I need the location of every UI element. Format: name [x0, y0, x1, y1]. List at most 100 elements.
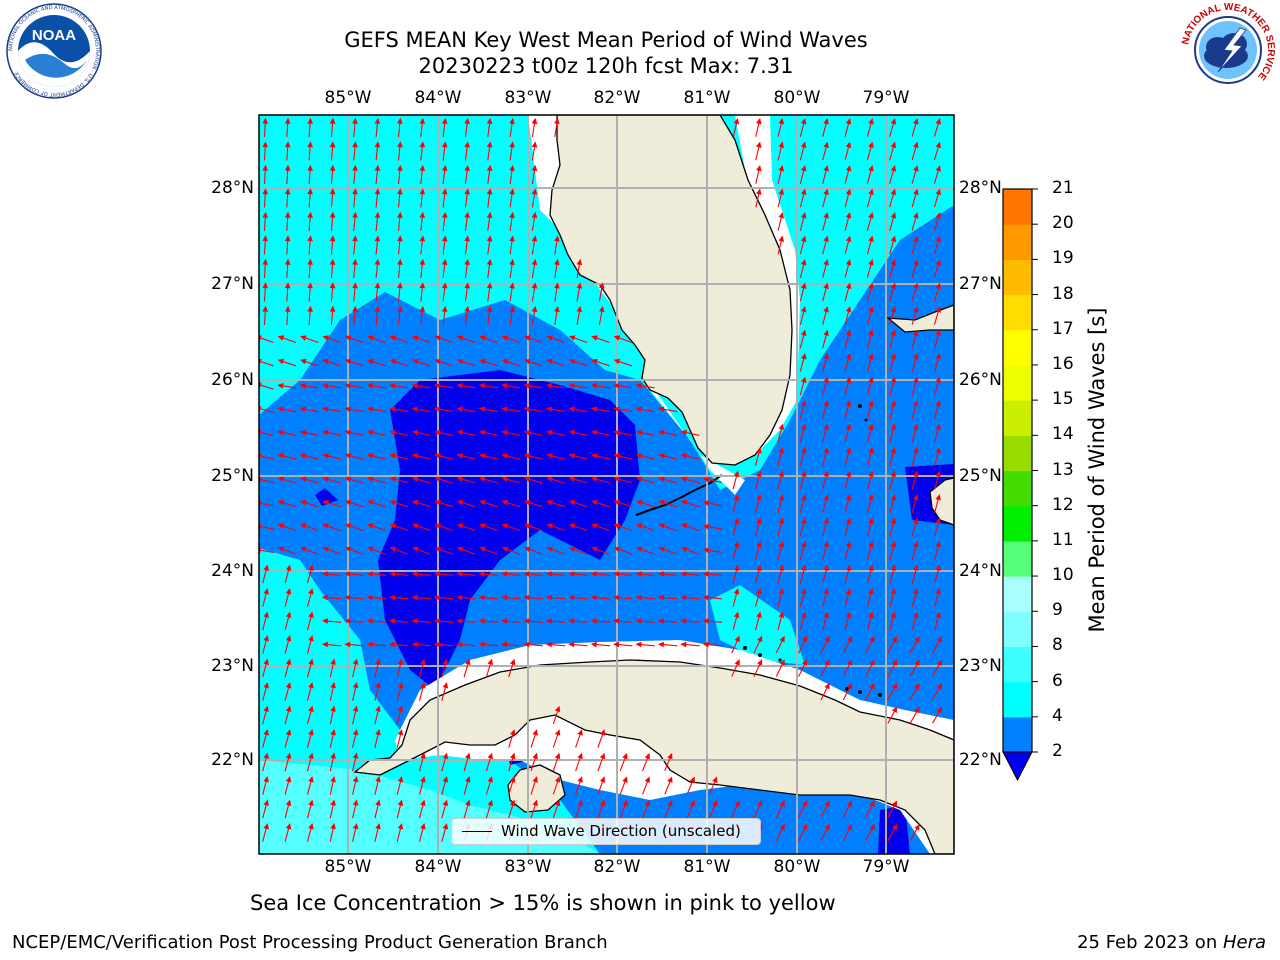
map-frame	[258, 114, 955, 855]
wave-direction-arrowhead	[284, 235, 291, 242]
wave-direction-arrowhead	[800, 141, 807, 148]
wave-direction-arrowhead	[344, 406, 351, 413]
wave-direction-arrowhead	[420, 823, 426, 830]
wave-direction-arrowhead	[322, 335, 330, 341]
wave-direction-arrowhead	[366, 641, 373, 648]
wave-direction-arrowhead	[935, 235, 941, 243]
wave-direction-arrowhead	[433, 594, 441, 601]
colorbar-tick-label: 20	[1052, 213, 1074, 234]
wave-direction-arrowhead	[568, 383, 575, 389]
wave-direction-arrowhead	[757, 800, 763, 807]
lon-label-top: 80°W	[773, 88, 821, 108]
wave-direction-arrowhead	[374, 211, 381, 218]
wave-direction-arrowhead	[441, 305, 448, 312]
wave-direction-arrowhead	[411, 594, 418, 601]
wave-direction-arrowhead	[285, 564, 292, 571]
wave-direction-arrowhead	[845, 353, 852, 360]
wave-direction-arrowhead	[658, 476, 665, 482]
wave-direction-arrowhead	[936, 683, 943, 690]
footer-credit: NCEP/EMC/Verification Post Processing Pr…	[12, 932, 608, 953]
wave-direction-arrowhead	[523, 476, 531, 482]
wave-direction-arrowhead	[442, 799, 449, 806]
wave-direction-arrowhead	[284, 282, 291, 289]
wave-direction-arrowhead	[801, 470, 807, 477]
wave-direction-arrowhead	[509, 211, 515, 219]
wave-direction-arrowhead	[756, 447, 762, 454]
wave-direction-arrowhead	[509, 282, 515, 289]
wave-direction-arrowhead	[869, 659, 875, 667]
wave-direction-arrowhead	[307, 305, 313, 312]
colorbar-segment	[1003, 259, 1032, 296]
wave-direction-arrowhead	[935, 611, 941, 618]
wave-direction-arrowhead	[733, 541, 740, 548]
colorbar-segment	[1003, 294, 1032, 331]
wave-direction-arrowhead	[913, 588, 919, 595]
wave-direction-arrowhead	[434, 358, 441, 365]
wave-direction-arrowhead	[635, 618, 642, 624]
wave-direction-arrowhead	[756, 611, 762, 618]
wave-direction-arrowhead	[367, 476, 374, 482]
wave-direction-arrowhead	[322, 546, 330, 553]
wave-direction-arrowhead	[486, 117, 493, 125]
wave-direction-arrowhead	[868, 588, 874, 595]
wave-direction-arrowhead	[397, 658, 404, 665]
wave-direction-arrowhead	[823, 235, 829, 242]
wave-direction-arrowhead	[681, 546, 688, 553]
sea-ice-note: Sea Ice Concentration > 15% is shown in …	[250, 891, 836, 915]
wave-direction-arrowhead	[465, 799, 471, 807]
wave-direction-arrowhead	[913, 376, 919, 383]
wave-direction-arrowhead	[411, 406, 418, 413]
wave-direction-arrowhead	[913, 353, 919, 360]
lon-label-top: 79°W	[862, 88, 910, 108]
wave-direction-arrowhead	[420, 776, 426, 783]
wave-direction-arrowhead	[419, 117, 426, 124]
wave-direction-arrowhead	[344, 641, 351, 648]
colorbar-tick-label: 2	[1052, 741, 1063, 761]
wave-direction-arrowhead	[352, 681, 359, 689]
wave-direction-arrowhead	[591, 358, 598, 365]
wave-direction-arrowhead	[321, 571, 329, 577]
wave-direction-arrowhead	[869, 636, 875, 643]
wave-direction-arrowhead	[613, 618, 620, 624]
wave-direction-arrowhead	[523, 406, 530, 413]
wave-direction-arrowhead	[733, 564, 740, 571]
wave-direction-arrowhead	[868, 235, 874, 242]
wave-direction-arrowhead	[913, 282, 919, 290]
wave-direction-arrowhead	[591, 453, 598, 459]
wave-direction-arrowhead	[658, 499, 665, 506]
wave-direction-arrowhead	[531, 211, 538, 219]
wave-direction-arrowhead	[308, 658, 314, 665]
wave-direction-arrowhead	[545, 641, 553, 648]
wave-direction-arrowhead	[546, 453, 553, 459]
wave-direction-arrowhead	[801, 823, 808, 831]
wave-direction-arrowhead	[352, 775, 359, 783]
wave-direction-arrowhead	[778, 188, 785, 195]
wave-direction-arrowhead	[644, 752, 651, 760]
colorbar-segment	[1003, 681, 1032, 718]
wave-direction-arrowhead	[523, 618, 530, 624]
wave-direction-arrowhead	[591, 499, 598, 506]
wave-direction-arrowhead	[442, 682, 449, 689]
wave-direction-arrowhead	[635, 594, 642, 601]
wave-direction-arrowhead	[801, 800, 808, 807]
wave-direction-arrowhead	[756, 588, 762, 595]
wave-direction-arrowhead	[778, 494, 785, 501]
wave-direction-arrowhead	[330, 752, 336, 759]
wave-direction-arrowhead	[412, 546, 419, 553]
wave-direction-arrowhead	[330, 658, 336, 665]
wave-direction-arrowhead	[591, 335, 598, 341]
wave-direction-arrowhead	[419, 258, 426, 265]
wave-direction-arrowhead	[801, 353, 807, 360]
lon-label-bottom: 81°W	[683, 857, 731, 877]
wave-direction-arrowhead	[531, 141, 538, 148]
colorbar-tick-label: 13	[1052, 459, 1074, 480]
wave-direction-arrowhead	[433, 641, 441, 648]
wave-direction-arrowhead	[456, 594, 463, 601]
wave-direction-arrowhead	[868, 564, 874, 571]
wave-direction-arrowhead	[308, 752, 314, 759]
wave-direction-arrowhead	[868, 400, 874, 407]
wave-direction-arrowhead	[329, 305, 336, 312]
wave-direction-arrowhead	[845, 376, 852, 383]
wave-direction-arrowhead	[845, 517, 852, 524]
wave-direction-arrowhead	[734, 659, 740, 666]
